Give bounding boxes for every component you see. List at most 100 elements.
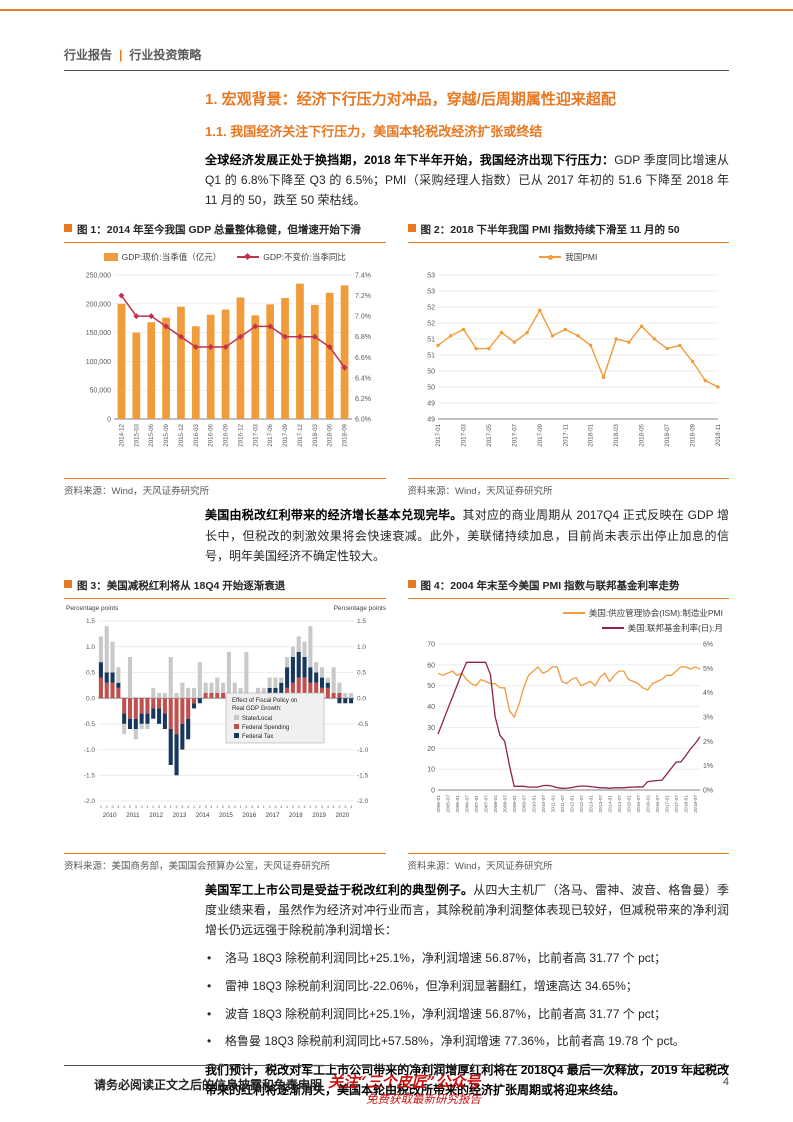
paragraph-2-body: 其对应的商业周期从 2017Q4 正式反映在 GDP 增长中，但税改的刺激效果将…	[205, 508, 729, 563]
chart-box-pmi: 图 2：2018 下半年我国 PMI 指数持续下滑至 11 月的 50 我国PM…	[407, 222, 730, 497]
svg-text:0%: 0%	[703, 787, 713, 794]
svg-text:2015-09: 2015-09	[163, 424, 170, 447]
svg-text:2017-01: 2017-01	[435, 424, 442, 447]
legend-label: GDP:不变价:当季同比	[263, 252, 346, 263]
chart-title-square-icon	[64, 579, 72, 588]
svg-text:2016-06: 2016-06	[208, 424, 215, 447]
svg-text:2018-06: 2018-06	[327, 424, 334, 447]
svg-text:6.0%: 6.0%	[355, 417, 371, 424]
svg-text:2010: 2010	[103, 812, 117, 819]
svg-text:2018-09: 2018-09	[342, 424, 349, 447]
svg-text:1: 1	[100, 805, 102, 809]
chart-3-title-text: 图 3：美国减税红利将从 18Q4 开始逐渐衰退	[77, 579, 286, 592]
svg-text:150,000: 150,000	[86, 331, 111, 338]
chart-2-source: 资料来源：Wind，天风证券研究所	[407, 478, 729, 497]
paragraph-4: 我们预计，税改对军工上市公司带来的净利润增厚红利将在 2018Q4 最后一次释放…	[205, 1060, 729, 1100]
svg-text:4: 4	[327, 805, 329, 809]
svg-text:2: 2	[129, 805, 131, 809]
svg-text:7.2%: 7.2%	[355, 294, 371, 301]
svg-text:4: 4	[280, 805, 282, 809]
legend-item-gdp-bars: GDP:现价:当季值（亿元）	[103, 251, 221, 263]
svg-text:Federal Spending: Federal Spending	[242, 725, 289, 731]
svg-text:2: 2	[292, 805, 294, 809]
chart-1-title: 图 1：2014 年至今我国 GDP 总量整体稳健，但增速开始下滑	[64, 222, 386, 244]
chart-4-title: 图 4：2004 年末至今美国 PMI 指数与联邦基金利率走势	[407, 578, 729, 599]
svg-text:-1.0: -1.0	[84, 747, 96, 754]
line-swatch-icon	[237, 253, 260, 261]
svg-text:3: 3	[321, 805, 323, 809]
header-left-label: 行业报告	[64, 48, 113, 62]
svg-text:0.5: 0.5	[357, 670, 366, 677]
svg-text:2018-01: 2018-01	[683, 795, 689, 813]
svg-text:2017-05: 2017-05	[485, 424, 492, 447]
header-separator: |	[119, 48, 123, 62]
chart-3-title: 图 3：美国减税红利将从 18Q4 开始逐渐衰退	[64, 578, 386, 599]
svg-text:2010-07: 2010-07	[540, 795, 546, 813]
svg-text:4: 4	[303, 805, 305, 809]
pmi-chart: 49 49 50 50 51 51 52 52 53 53 2017-01 2017-03 2017-0…	[408, 265, 730, 478]
svg-text:2017-07: 2017-07	[511, 424, 518, 447]
svg-text:2017: 2017	[266, 812, 280, 819]
svg-text:2: 2	[245, 805, 247, 809]
svg-text:3: 3	[111, 805, 113, 809]
svg-text:2015-03: 2015-03	[133, 424, 140, 447]
svg-text:10: 10	[427, 767, 435, 774]
svg-text:1.0: 1.0	[86, 644, 95, 651]
chart-box-fiscal: 图 3：美国减税红利将从 18Q4 开始逐渐衰退 Percentage poin…	[64, 578, 387, 872]
svg-text:2008-07: 2008-07	[502, 795, 508, 813]
bullet-item-boeing: 波音 18Q3 除税前利润同比+25.1%，净利润增速 56.87%，比前者高 …	[205, 1005, 729, 1024]
svg-text:1: 1	[123, 805, 125, 809]
chart-4-source: 资料来源：Wind，天风证券研究所	[407, 852, 729, 872]
legend-item-gdp-line: GDP:不变价:当季同比	[237, 251, 346, 263]
svg-text:2: 2	[106, 805, 108, 809]
chart-2-title: 图 2：2018 下半年我国 PMI 指数持续下滑至 11 月的 50	[407, 222, 729, 244]
paragraph-1-body: GDP 季度同比增速从 Q1 的 6.8%下降至 Q3 的 6.5%；PMI（采…	[205, 153, 729, 208]
svg-text:-0.5: -0.5	[357, 721, 369, 728]
charts-row-2: 图 3：美国减税红利将从 18Q4 开始逐渐衰退 Percentage poin…	[64, 578, 729, 872]
chart-1-source: 资料来源：Wind，天风证券研究所	[64, 478, 386, 497]
bullet-list: 洛马 18Q3 除税前利润同比+25.1%，净利润增速 56.87%，比前者高 …	[205, 949, 729, 1050]
bullet-item-northrop: 格鲁曼 18Q3 除税前利润同比+57.58%，净利润增速 77.36%，比前者…	[205, 1032, 729, 1051]
svg-text:1%: 1%	[703, 763, 713, 770]
red-stamp: 关注“三个皮匠”公众号 免费获取最新研究报告	[328, 1073, 481, 1106]
svg-text:2011-07: 2011-07	[559, 795, 565, 813]
svg-text:2: 2	[152, 805, 154, 809]
svg-text:0.0: 0.0	[86, 695, 95, 702]
svg-text:6.8%: 6.8%	[355, 335, 371, 342]
svg-text:2020: 2020	[335, 812, 349, 819]
chart-title-square-icon	[64, 224, 72, 233]
svg-text:3: 3	[228, 805, 230, 809]
svg-text:1: 1	[193, 805, 195, 809]
svg-text:2018-01: 2018-01	[587, 424, 594, 447]
svg-text:1: 1	[309, 805, 311, 809]
svg-text:3: 3	[205, 805, 207, 809]
svg-text:1: 1	[146, 805, 148, 809]
svg-text:2016-03: 2016-03	[193, 424, 200, 447]
page-footer: 请务必阅读正文之后的信息披露和免责申明 关注“三个皮匠”公众号 免费获取最新研究…	[64, 1064, 729, 1106]
svg-text:0.5: 0.5	[86, 670, 95, 677]
svg-text:50: 50	[427, 683, 435, 690]
chart-title-square-icon	[407, 579, 416, 588]
svg-text:1: 1	[239, 805, 241, 809]
svg-text:4%: 4%	[703, 690, 713, 697]
chart-4-title-text: 图 4：2004 年末至今美国 PMI 指数与联邦基金利率走势	[420, 579, 680, 592]
svg-text:2: 2	[199, 805, 201, 809]
svg-text:2018-11: 2018-11	[715, 424, 722, 447]
svg-text:2017-06: 2017-06	[267, 424, 274, 447]
svg-text:2016-01: 2016-01	[645, 795, 651, 813]
svg-text:2017-11: 2017-11	[562, 424, 569, 447]
svg-text:2013: 2013	[173, 812, 187, 819]
chart-2-legend: 我国PMI	[408, 251, 730, 263]
svg-text:0: 0	[431, 787, 435, 794]
svg-text:2016-12: 2016-12	[237, 424, 244, 447]
svg-text:2006-07: 2006-07	[464, 795, 470, 813]
svg-text:2018-03: 2018-03	[613, 424, 620, 447]
legend-label: 美国:联邦基金利率(日):月	[627, 622, 723, 633]
svg-text:2017-12: 2017-12	[297, 424, 304, 447]
disclaimer-text: 请务必阅读正文之后的信息披露和免责申明	[94, 1077, 323, 1092]
svg-text:2005-07: 2005-07	[445, 795, 451, 813]
svg-text:50,000: 50,000	[90, 388, 112, 395]
svg-text:Real GDP Growth:: Real GDP Growth:	[232, 706, 282, 712]
svg-text:2017-07: 2017-07	[674, 795, 680, 813]
svg-text:30: 30	[427, 725, 435, 732]
